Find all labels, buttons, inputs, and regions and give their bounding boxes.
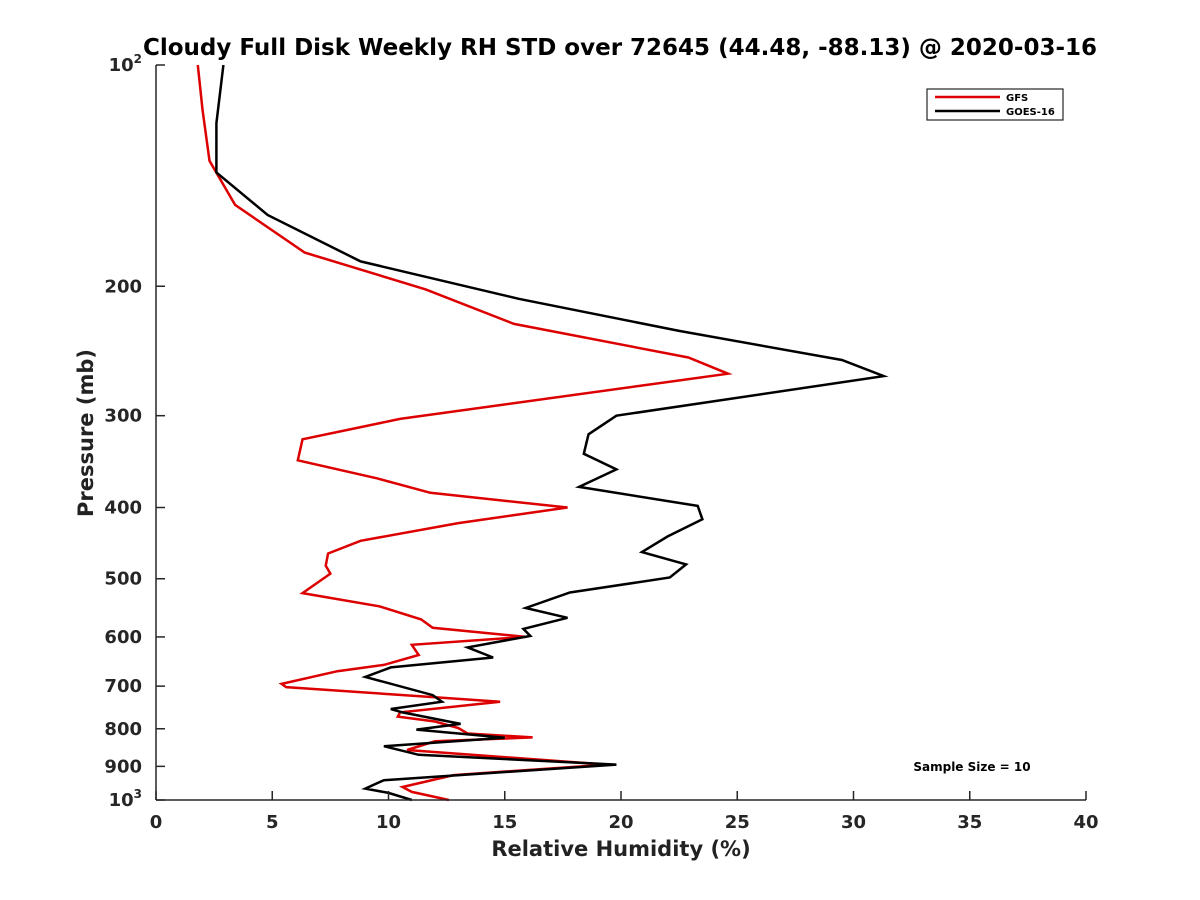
x-tick-label: 0 <box>150 812 163 833</box>
plot-area: 0 5 10 15 20 25 30 35 40 102 200 300 400 500 600 700 80… <box>104 52 1098 833</box>
x-tick-label: 15 <box>492 812 517 833</box>
legend-label-gfs: GFS <box>1006 93 1028 104</box>
legend-label-goes16: GOES-16 <box>1006 107 1055 118</box>
series-line-gfs <box>196 64 733 802</box>
x-tick-label: 25 <box>725 812 750 833</box>
y-axis-label: Pressure (mb) <box>74 349 98 517</box>
chart-title: Cloudy Full Disk Weekly RH STD over 7264… <box>143 35 1097 61</box>
x-tick-label: 20 <box>608 812 633 833</box>
x-tick-label: 10 <box>376 812 401 833</box>
x-ticks: 0 5 10 15 20 25 30 35 40 <box>150 791 1099 833</box>
y-tick-label: 200 <box>104 276 142 297</box>
x-tick-label: 30 <box>841 812 866 833</box>
series-line-goes16 <box>215 64 889 802</box>
legend-box <box>926 88 1064 121</box>
y-tick-label: 300 <box>104 406 142 427</box>
y-tick-label: 400 <box>104 498 142 519</box>
y-tick-label: 600 <box>104 627 142 648</box>
x-axis-label: Relative Humidity (%) <box>491 837 750 861</box>
series-lines <box>196 64 889 802</box>
y-tick-label: 900 <box>104 756 142 777</box>
y-tick-label: 102 <box>109 52 142 76</box>
x-tick-label: 35 <box>957 812 982 833</box>
x-tick-label: 5 <box>266 812 279 833</box>
y-tick-label: 800 <box>104 719 142 740</box>
y-tick-label: 700 <box>104 676 142 697</box>
y-ticks: 102 200 300 400 500 600 700 800 900 103 <box>104 52 165 811</box>
legend: GFS GOES-16 <box>926 88 1064 121</box>
sample-size-annotation: Sample Size = 10 <box>913 760 1030 774</box>
y-tick-label: 500 <box>104 569 142 590</box>
x-tick-label: 40 <box>1073 812 1098 833</box>
y-tick-label: 103 <box>109 787 142 811</box>
